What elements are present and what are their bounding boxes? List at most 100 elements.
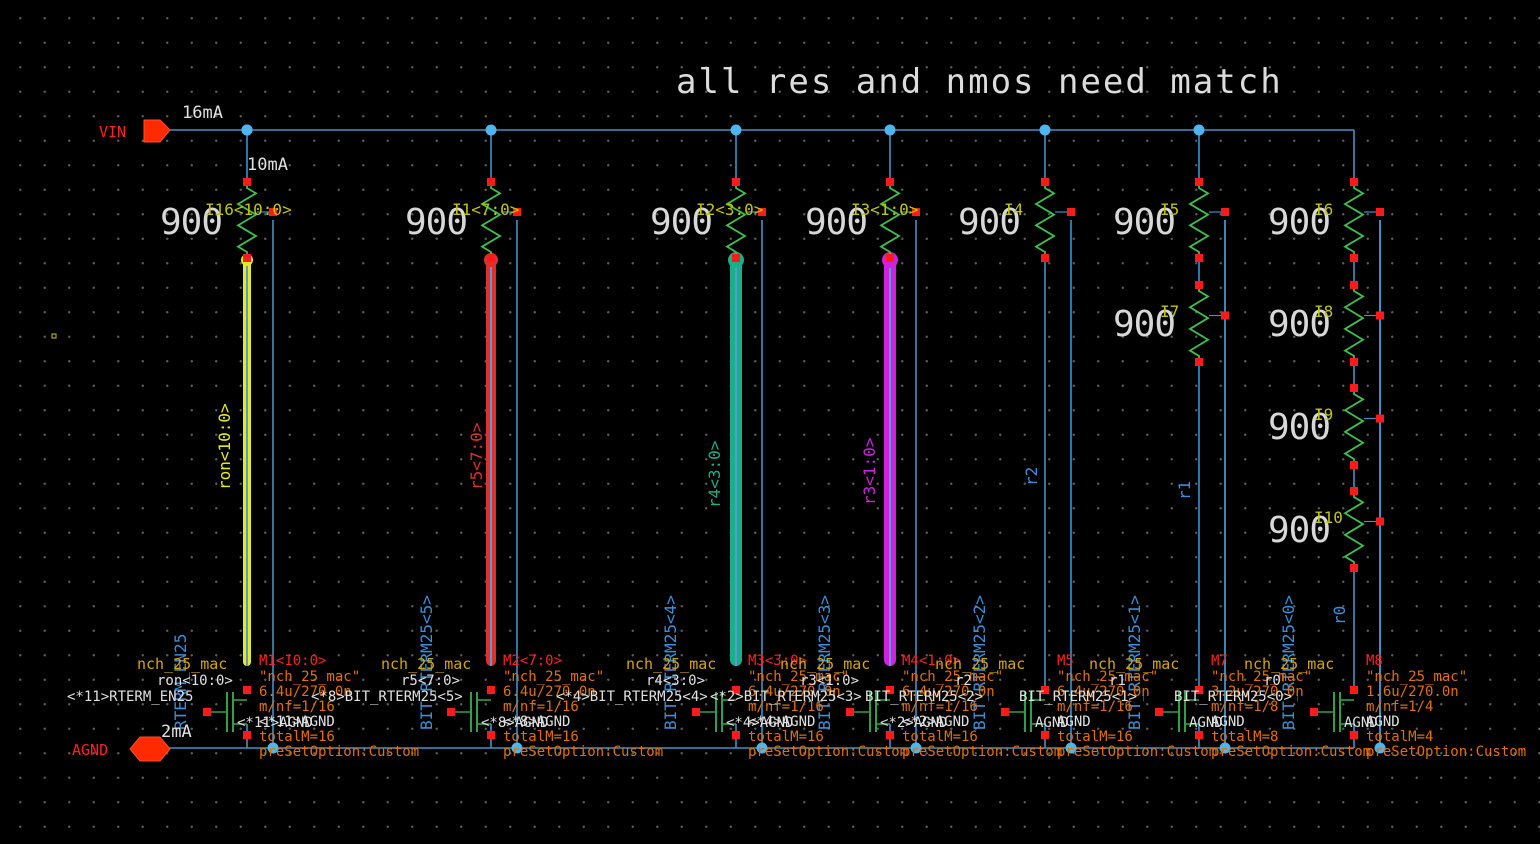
mos-model: "nch_25_mac" <box>748 669 849 685</box>
agnd-junction <box>1219 742 1231 754</box>
mos-source-pin <box>1350 731 1358 739</box>
resistor-name: I9 <box>1314 405 1333 424</box>
mos-gate-pin <box>203 708 211 716</box>
mos-source-net: <*2>AGND <box>880 715 947 731</box>
resistor-pin-top <box>1350 281 1358 289</box>
resistor-1 <box>480 182 502 258</box>
agnd-pin[interactable] <box>129 736 171 762</box>
resistor-name: I10 <box>1314 508 1343 527</box>
mos-drain-pin <box>732 686 740 694</box>
resistor-name: I3<1:0> <box>851 200 918 219</box>
mos-preset: preSetOption:Custom <box>902 744 1062 760</box>
mos-gate-net: BIT_RTERM25<0> <box>1174 689 1292 705</box>
rail-junction <box>485 124 497 136</box>
resistor-name: I7 <box>1160 302 1179 321</box>
resistor-name: I5 <box>1160 200 1179 219</box>
mos-model: "nch_25_mac" <box>1366 669 1467 685</box>
mos-gate-net: <*8>BIT_RTERM25<5> <box>311 689 463 705</box>
resistor-name: I2<3:0> <box>696 200 763 219</box>
mos-name: M8 <box>1366 653 1383 669</box>
mos-gate-pin <box>1155 708 1163 716</box>
rail-junction <box>1193 124 1205 136</box>
mos-drain-pin <box>1195 686 1203 694</box>
mos-bulk-net: <*8>AGND <box>503 714 570 730</box>
mos-name: M5 <box>1057 653 1074 669</box>
resistor-value: 900 <box>650 202 712 243</box>
resistor-value: 900 <box>405 202 467 243</box>
mos-type: nch_25_mac <box>626 655 716 673</box>
mos-drain-pin <box>886 686 894 694</box>
mos-preset: preSetOption:Custom <box>503 744 663 760</box>
mos-preset: preSetOption:Custom <box>1366 744 1526 760</box>
mos-bulk-net: AGND <box>1057 714 1091 730</box>
mos-mnf: m/nf=1/8 <box>1211 699 1278 715</box>
mos-total-m: totalM=16 <box>259 729 335 745</box>
mos-type: nch_25_mac <box>1244 655 1334 673</box>
resistor-value: 900 <box>1268 510 1330 551</box>
mos-bulk-net: <*4>AGND <box>748 714 815 730</box>
net-label: r5<7:0> <box>467 423 486 490</box>
agnd-junction <box>511 742 523 754</box>
mos-bulk-net: AGND <box>1366 714 1400 730</box>
resistor-bulk-pin <box>1221 208 1229 216</box>
mos-source-pin <box>732 731 740 739</box>
mos-source-net: <*8>AGND <box>481 715 548 731</box>
net-label: r0 <box>1330 606 1349 625</box>
vin-pin[interactable] <box>143 119 171 143</box>
agnd-pin-label: AGND <box>72 741 108 759</box>
mos-total-m: totalM=4 <box>1366 729 1433 745</box>
mos-drain-pin <box>1350 686 1358 694</box>
resistor-bulk-pin <box>269 208 277 216</box>
resistor-pin-top <box>487 178 495 186</box>
resistor-pin-top <box>1041 178 1049 186</box>
mos-source-net: AGND <box>1189 715 1223 731</box>
net-label: r1 <box>1175 481 1194 500</box>
gate-net-label: BIT_RTERM25<3> <box>815 595 834 730</box>
resistor-pin-bottom <box>1041 254 1049 262</box>
mos-mnf: m/nf=1/16 <box>748 699 824 715</box>
resistor-0 <box>236 182 258 258</box>
mos-gate-net: <*11>RTERM_EN25 <box>67 689 193 705</box>
resistor-pin-bottom <box>1350 564 1358 572</box>
resistor-pin-bottom <box>1195 254 1203 262</box>
resistor-6 <box>1188 285 1210 362</box>
mos-size: 3.2u/270.0n <box>1211 684 1304 700</box>
mos-mnf: m/nf=1/16 <box>902 699 978 715</box>
mos-total-m: totalM=16 <box>902 729 978 745</box>
resistor-pin-top <box>732 178 740 186</box>
mos-gate-pin <box>447 708 455 716</box>
gate-net-label: BIT_RTERM25<4> <box>661 595 680 730</box>
resistor-value: 900 <box>1268 407 1330 448</box>
mos-total-m: totalM=8 <box>1211 729 1278 745</box>
vin-pin-label: VIN <box>99 123 126 141</box>
mos-gate-pin <box>1001 708 1009 716</box>
mos-source-net: AGND <box>1035 715 1069 731</box>
mos-model: "nch_25_mac" <box>1057 669 1158 685</box>
resistor-pin-bottom <box>243 254 251 262</box>
mos-preset: preSetOption:Custom <box>1057 744 1217 760</box>
resistor-2 <box>725 182 747 258</box>
mos-type: nch_25_mac <box>780 655 870 673</box>
mos-size: 6.4u/270.0n <box>902 684 995 700</box>
mos-total-m: totalM=16 <box>1057 729 1133 745</box>
mos-gate-pin <box>692 708 700 716</box>
mos-drain-net: r1 <box>1109 673 1126 689</box>
resistor-pin-top <box>1195 178 1203 186</box>
gate-net-label: RTERM_EN25 <box>171 634 190 730</box>
mos-model: "nch_25_mac" <box>902 669 1003 685</box>
mos-mnf: m/nf=1/4 <box>1366 699 1433 715</box>
resistor-bulk-pin <box>513 208 521 216</box>
resistor-name: I1<7:0> <box>452 200 519 219</box>
resistor-value: 900 <box>958 202 1020 243</box>
resistor-value: 900 <box>160 202 222 243</box>
resistor-value: 900 <box>805 202 867 243</box>
mos-source-pin <box>886 731 894 739</box>
agnd-junction <box>267 742 279 754</box>
resistor-name: I6 <box>1314 200 1333 219</box>
current-label-10ma: 10mA <box>247 155 288 175</box>
mos-type: nch_25_mac <box>935 655 1025 673</box>
agnd-junction <box>1065 742 1077 754</box>
mos-type: nch_25_mac <box>137 655 227 673</box>
